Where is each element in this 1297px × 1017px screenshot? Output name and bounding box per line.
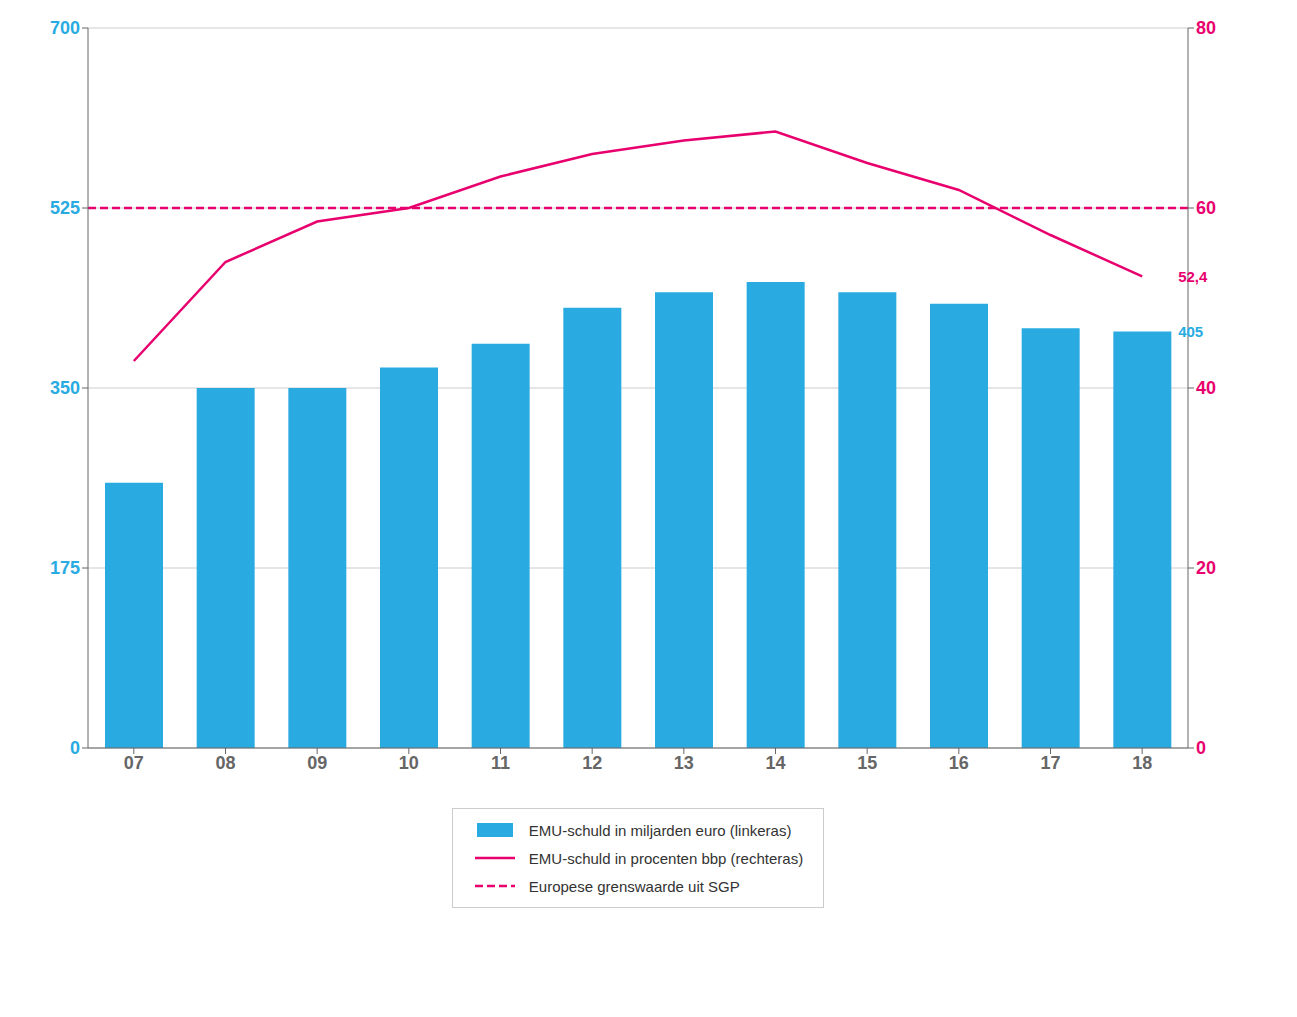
svg-text:405: 405 [1178,323,1203,340]
html-text:EMU-schuld in miljarden euro (: EMU-schuld in miljarden euro (linkeras) [528,821,792,839]
svg-text:175: 175 [50,558,80,578]
svg-text:40: 40 [1196,378,1216,398]
html-text:EMU-schuld in procenten bbp (r: EMU-schuld in procenten bbp (rechteras) [528,849,804,867]
svg-text:17: 17 [1040,753,1060,773]
html-text:Europese grenswaarde uit SGP: Europese grenswaarde uit SGP [528,877,740,895]
svg-text:08: 08 [215,753,235,773]
svg-text:80: 80 [1196,18,1216,38]
svg-text:11: 11 [491,753,510,773]
svg-text:12: 12 [582,753,602,773]
svg-text:700: 700 [50,18,80,38]
svg-text:525: 525 [50,198,80,218]
svg-text:52,4: 52,4 [1178,268,1208,285]
svg-text:13: 13 [674,753,694,773]
svg-text:10: 10 [399,753,419,773]
svg-text:20: 20 [1196,558,1216,578]
svg-text:0: 0 [70,738,80,758]
svg-text:16: 16 [949,753,969,773]
svg-text:14: 14 [765,753,785,773]
svg-text:0: 0 [1196,738,1206,758]
svg-text:60: 60 [1196,198,1216,218]
svg-text:09: 09 [307,753,327,773]
svg-text:350: 350 [50,378,80,398]
svg-text:18: 18 [1132,753,1152,773]
svg-text:07: 07 [124,753,144,773]
svg-text:15: 15 [857,753,877,773]
